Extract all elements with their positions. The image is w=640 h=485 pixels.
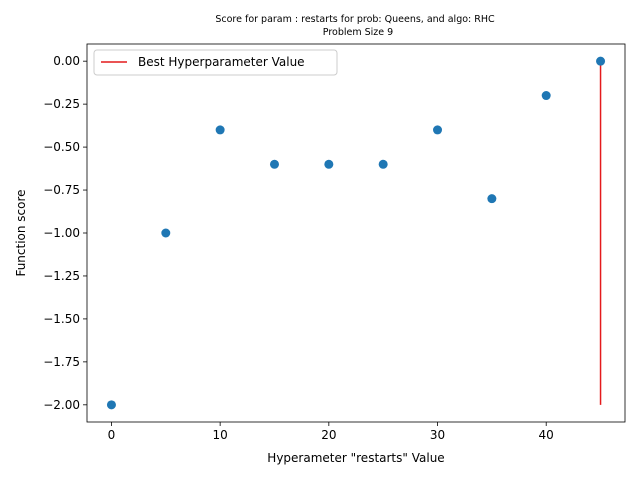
data-point: [106, 400, 116, 410]
plot-area: 0 10 20 30 40 0.00 −0.25 −0.50 −0.75 −1.00 −1.25 −1…: [43, 54, 606, 442]
x-tick-label: 10: [213, 428, 228, 442]
y-tick-label: −0.50: [43, 140, 80, 154]
x-tick-label: 0: [108, 428, 116, 442]
y-tick-label: −0.75: [43, 183, 80, 197]
plot-frame: [86, 43, 626, 423]
x-axis-label: Hyperameter "restarts" Value: [267, 451, 444, 465]
data-point: [161, 228, 171, 238]
data-point: [541, 91, 551, 101]
legend-label: Best Hyperparameter Value: [138, 55, 305, 69]
y-axis-label: Function score: [14, 189, 28, 276]
data-point: [378, 159, 388, 169]
data-point: [433, 125, 443, 135]
data-point: [596, 56, 606, 66]
data-point: [487, 194, 497, 204]
x-tick-label: 30: [430, 428, 445, 442]
y-tick-label: 0.00: [53, 54, 80, 68]
legend-box: [93, 49, 338, 76]
legend: Best Hyperparameter Value: [93, 49, 338, 76]
data-point: [324, 159, 334, 169]
chart-subtitle: Problem Size 9: [323, 27, 393, 38]
y-tick-label: −0.25: [43, 97, 80, 111]
y-tick-label: −1.25: [43, 269, 80, 283]
x-tick-label: 20: [321, 428, 336, 442]
chart-title: Score for param : restarts for prob: Que…: [215, 14, 495, 25]
data-point: [215, 125, 225, 135]
x-tick-label: 40: [539, 428, 554, 442]
y-tick-label: −1.50: [43, 312, 80, 326]
y-tick-label: −1.00: [43, 226, 80, 240]
y-tick-label: −1.75: [43, 355, 80, 369]
data-point: [269, 159, 279, 169]
y-tick-label: −2.00: [43, 398, 80, 412]
